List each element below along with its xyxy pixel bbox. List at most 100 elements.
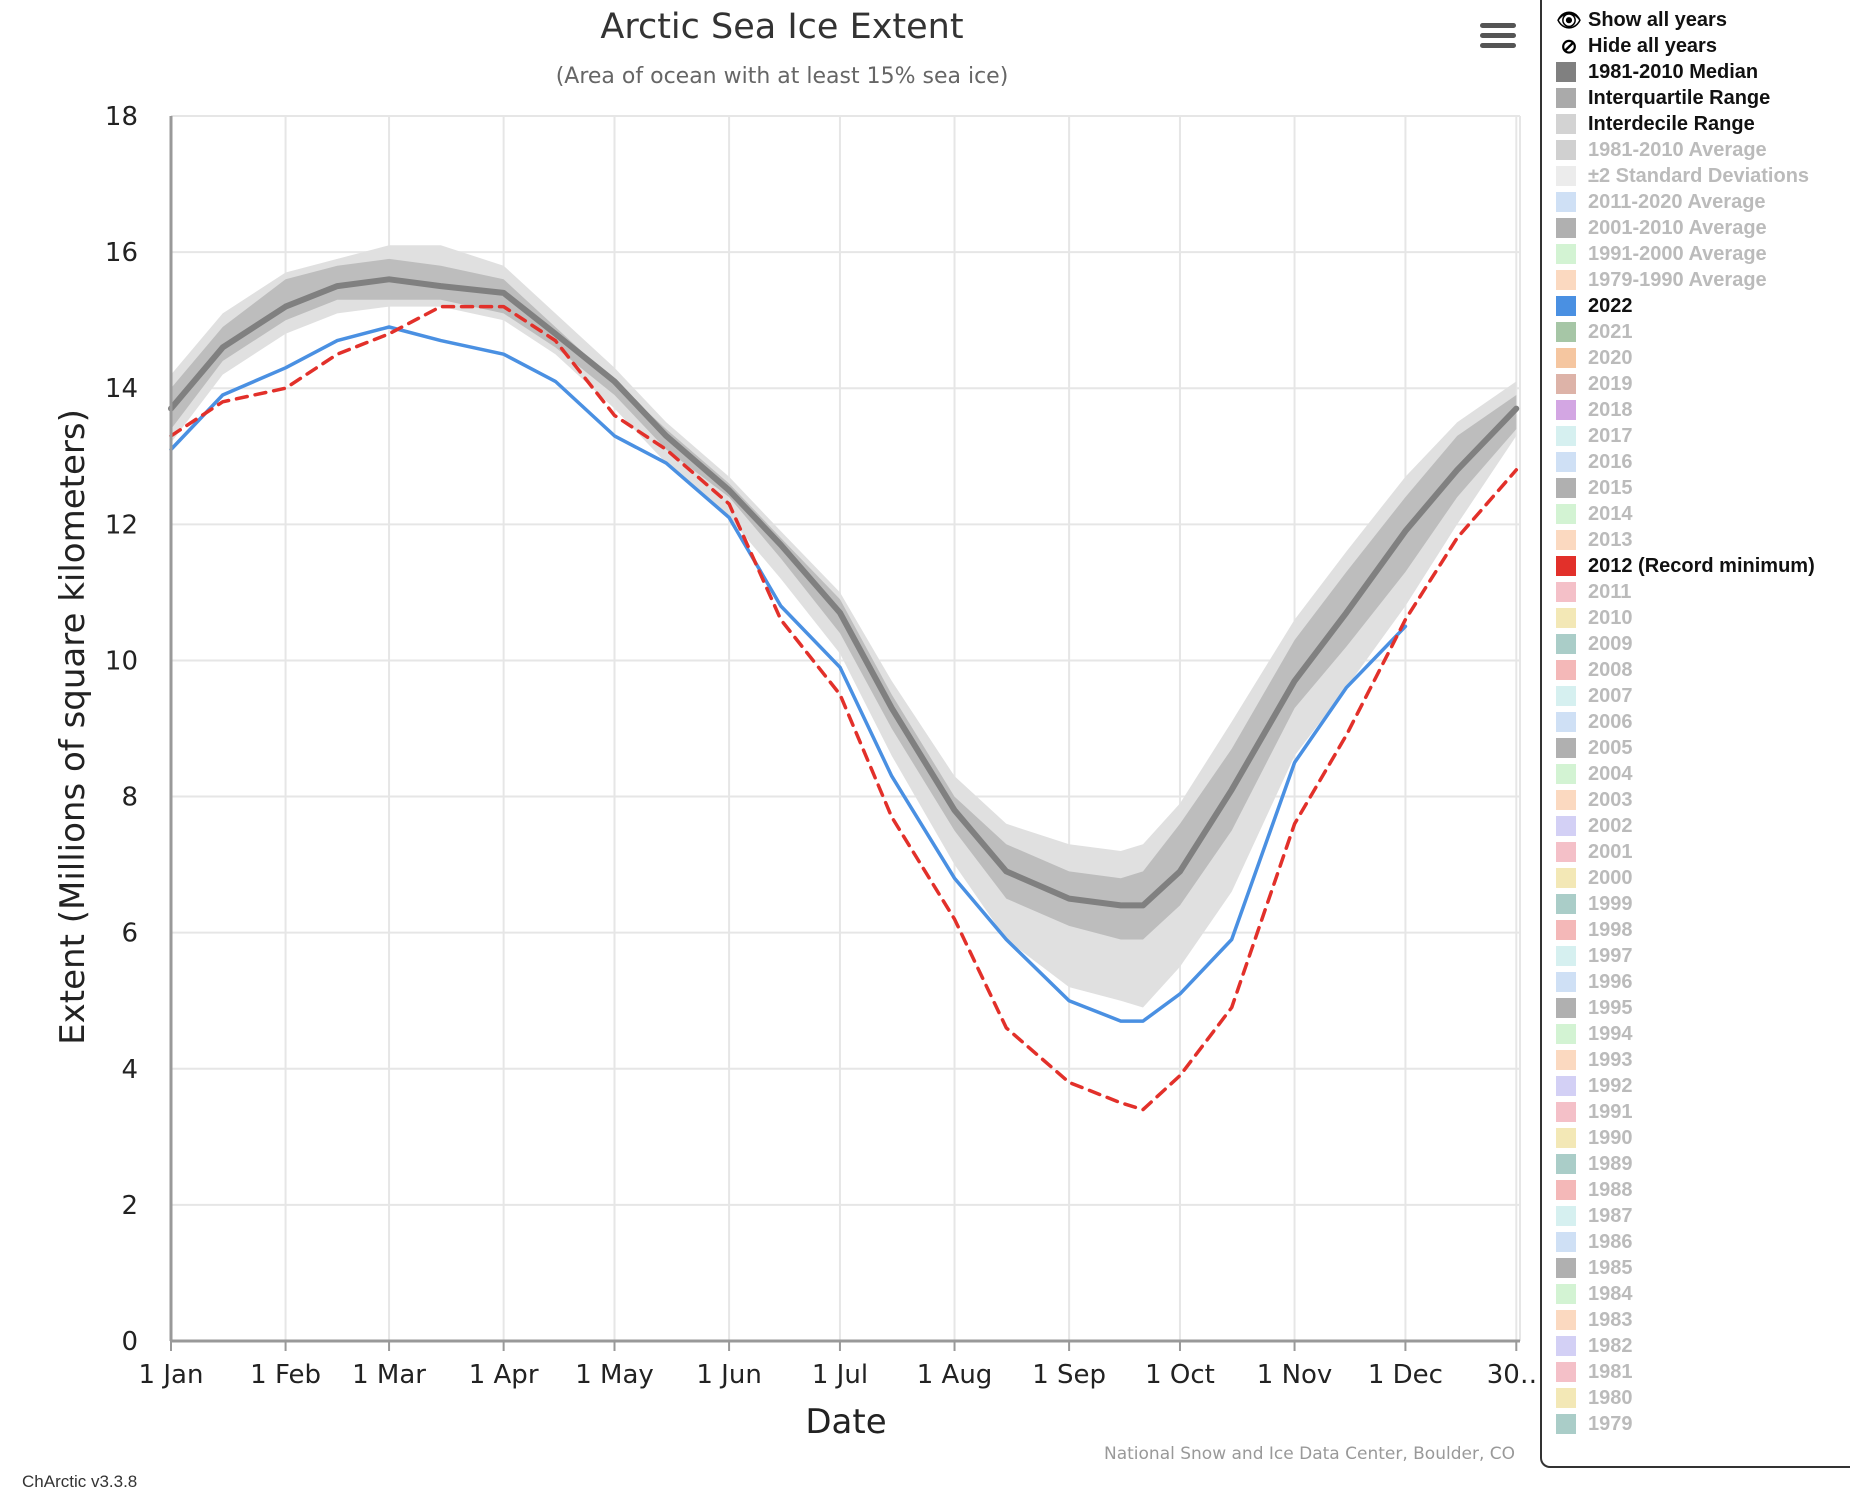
legend-item-label: 1987	[1588, 1204, 1633, 1227]
legend-swatch	[1556, 998, 1576, 1018]
legend-item[interactable]: 2003	[1556, 788, 1633, 812]
legend-swatch	[1556, 764, 1576, 784]
legend-item[interactable]: 1983	[1556, 1308, 1633, 1332]
legend-item[interactable]: 1999	[1556, 892, 1633, 916]
range-bands	[171, 245, 1517, 1008]
legend-swatch	[1556, 374, 1576, 394]
legend-swatch	[1556, 894, 1576, 914]
legend-swatch	[1556, 426, 1576, 446]
legend-item[interactable]: 2006	[1556, 710, 1633, 734]
legend-item[interactable]: 2000	[1556, 866, 1633, 890]
legend-item[interactable]: 1997	[1556, 944, 1633, 968]
legend-item[interactable]: 2005	[1556, 736, 1633, 760]
legend-swatch	[1556, 868, 1576, 888]
y-axis-label: Extent (Millions of square kilometers)	[53, 409, 93, 1045]
eye-icon: 👁	[1556, 9, 1582, 32]
legend-item[interactable]: 2021	[1556, 320, 1633, 344]
legend-swatch	[1556, 946, 1576, 966]
x-tick-label: 1 Apr	[469, 1360, 539, 1390]
legend-item[interactable]: 1986	[1556, 1230, 1633, 1254]
legend-item[interactable]: 2017	[1556, 424, 1633, 448]
y-tick-label: 4	[121, 1055, 138, 1085]
legend-item-label: 2000	[1588, 866, 1633, 889]
legend-item[interactable]: 1981-2010 Average	[1556, 138, 1767, 162]
legend-swatch	[1556, 1362, 1576, 1382]
legend-item[interactable]: 1980	[1556, 1386, 1633, 1410]
legend-item[interactable]: 2002	[1556, 814, 1633, 838]
legend-item-label: Interdecile Range	[1588, 112, 1755, 135]
legend-item[interactable]: ±2 Standard Deviations	[1556, 164, 1809, 188]
legend-swatch	[1556, 608, 1576, 628]
legend-item[interactable]: 2011	[1556, 580, 1631, 604]
legend-item-label: 1994	[1588, 1022, 1633, 1045]
legend-item[interactable]: 2007	[1556, 684, 1633, 708]
legend-swatch	[1556, 556, 1576, 576]
legend-item-label: 1996	[1588, 970, 1633, 993]
legend-item[interactable]: 2001-2010 Average	[1556, 216, 1767, 240]
legend-swatch	[1556, 1050, 1576, 1070]
legend-item[interactable]: 2018	[1556, 398, 1633, 422]
hide-all-years-button[interactable]: ⊘ Hide all years	[1556, 34, 1717, 58]
legend-item[interactable]: 1982	[1556, 1334, 1633, 1358]
legend-item[interactable]: 1994	[1556, 1022, 1633, 1046]
sea-ice-chart: Arctic Sea Ice Extent (Area of ocean wit…	[53, 7, 1535, 1442]
legend-swatch	[1556, 114, 1576, 134]
legend-swatch	[1556, 504, 1576, 524]
legend-swatch	[1556, 1076, 1576, 1096]
legend-item-label: 2006	[1588, 710, 1633, 733]
legend-item-label: Interquartile Range	[1588, 86, 1771, 109]
legend-item[interactable]: 1995	[1556, 996, 1633, 1020]
legend-item[interactable]: 2020	[1556, 346, 1633, 370]
legend-item[interactable]: 2012 (Record minimum)	[1556, 554, 1815, 578]
legend-item[interactable]: 1992	[1556, 1074, 1633, 1098]
legend-item[interactable]: 1998	[1556, 918, 1633, 942]
legend-swatch	[1556, 62, 1576, 82]
legend-item[interactable]: 2015	[1556, 476, 1633, 500]
legend-item-label: 1981-2010 Median	[1588, 60, 1759, 83]
y-tick-label: 14	[105, 374, 138, 404]
series-line-2012-record-minimum	[169, 304, 1519, 1112]
legend-item[interactable]: 1981-2010 Median	[1556, 60, 1758, 84]
show-all-years-button[interactable]: 👁 Show all years	[1556, 8, 1727, 32]
legend-item-label: 2005	[1588, 736, 1633, 759]
legend-item[interactable]: 1991-2000 Average	[1556, 242, 1767, 266]
legend-item[interactable]: 2011-2020 Average	[1556, 190, 1766, 214]
legend-item[interactable]: 1985	[1556, 1256, 1633, 1280]
legend-item[interactable]: 1996	[1556, 970, 1633, 994]
legend-item[interactable]: 2013	[1556, 528, 1633, 552]
chart-menu-button[interactable]	[1478, 18, 1518, 54]
legend-item-label: 2011	[1588, 580, 1632, 603]
x-tick-label: 1 Oct	[1145, 1360, 1215, 1390]
legend-swatch	[1556, 1388, 1576, 1408]
legend-swatch	[1556, 244, 1576, 264]
legend-item[interactable]: Interdecile Range	[1556, 112, 1755, 136]
legend-item[interactable]: 2010	[1556, 606, 1633, 630]
legend-item[interactable]: 2014	[1556, 502, 1633, 526]
legend-item[interactable]: 1987	[1556, 1204, 1633, 1228]
legend-swatch	[1556, 1232, 1576, 1252]
legend-item-label: 2010	[1588, 606, 1633, 629]
legend-item[interactable]: 1981	[1556, 1360, 1633, 1384]
legend-item-label: 1984	[1588, 1282, 1633, 1305]
legend-item[interactable]: 1979	[1556, 1412, 1633, 1436]
legend-item[interactable]: 1991	[1556, 1100, 1633, 1124]
legend-item[interactable]: 2022	[1556, 294, 1633, 318]
legend-item[interactable]: 1988	[1556, 1178, 1633, 1202]
legend-item[interactable]: 1989	[1556, 1152, 1633, 1176]
legend-item[interactable]: 2004	[1556, 762, 1633, 786]
x-tick-label: 1 May	[575, 1360, 654, 1390]
legend-swatch	[1556, 1154, 1576, 1174]
legend-item[interactable]: 1990	[1556, 1126, 1633, 1150]
legend-item-label: 2015	[1588, 476, 1633, 499]
legend-item[interactable]: 2009	[1556, 632, 1633, 656]
legend-item[interactable]: 2019	[1556, 372, 1633, 396]
chart-credit[interactable]: National Snow and Ice Data Center, Bould…	[1104, 1444, 1516, 1464]
series-line-2022	[169, 325, 1408, 1023]
legend-item[interactable]: 2008	[1556, 658, 1633, 682]
legend-item[interactable]: 1984	[1556, 1282, 1633, 1306]
legend-item[interactable]: 2001	[1556, 840, 1633, 864]
legend-item[interactable]: 1993	[1556, 1048, 1633, 1072]
legend-item[interactable]: 1979-1990 Average	[1556, 268, 1767, 292]
legend-item[interactable]: Interquartile Range	[1556, 86, 1770, 110]
legend-item[interactable]: 2016	[1556, 450, 1633, 474]
